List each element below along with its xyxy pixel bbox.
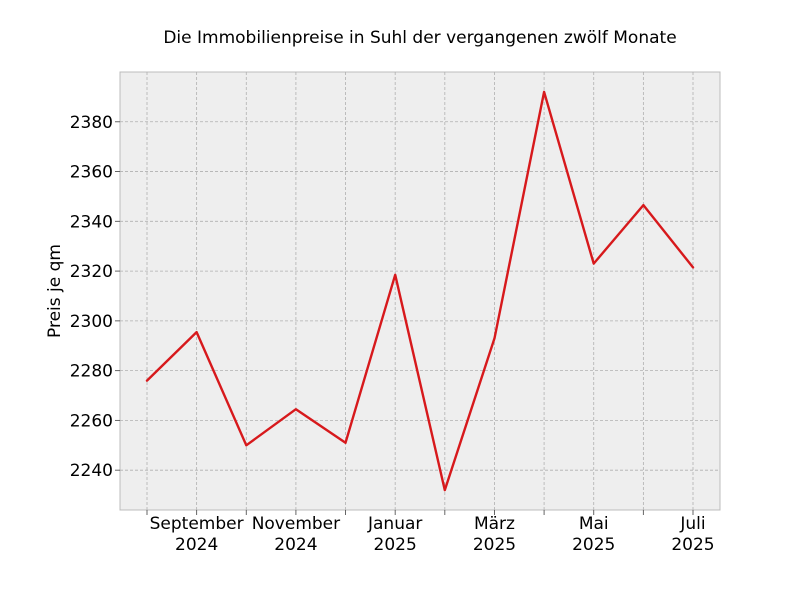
y-tick-label: 2280 [70,362,113,382]
x-tick-label-year: 2025 [671,535,714,555]
x-tick-label-month: Januar [367,514,422,534]
x-tick-label-month: März [474,514,515,534]
series-layer [145,90,695,492]
y-tick-label: 2300 [70,312,113,332]
plot-area [119,71,721,511]
x-tick-label-year: 2025 [374,535,417,555]
y-axis-ticks: 2240 2260 2280 2300 2320 2340 2360 2380 [70,113,120,481]
y-tick-label: 2320 [70,262,113,282]
y-tick-label: 2260 [70,411,113,431]
series-line [145,90,695,492]
grid-lines [120,72,720,510]
x-tick-label-year: 2024 [274,535,317,555]
y-tick-label: 2380 [70,113,113,133]
y-tick-label: 2340 [70,212,113,232]
x-tick-label-year: 2024 [175,535,218,555]
x-tick-label-year: 2025 [572,535,615,555]
x-axis-ticks: September2024November2024Januar2025März2… [146,510,715,555]
x-tick-label-month: Juli [679,514,705,534]
x-tick-label-year: 2025 [473,535,516,555]
chart-title: Die Immobilienpreise in Suhl der vergang… [163,28,676,48]
y-tick-label: 2240 [70,461,113,481]
x-tick-label-month: September [150,514,244,534]
y-tick-label: 2360 [70,163,113,183]
x-tick-label-month: Mai [579,514,609,534]
x-tick-label-month: November [252,514,340,534]
y-axis-label: Preis je qm [45,244,65,338]
